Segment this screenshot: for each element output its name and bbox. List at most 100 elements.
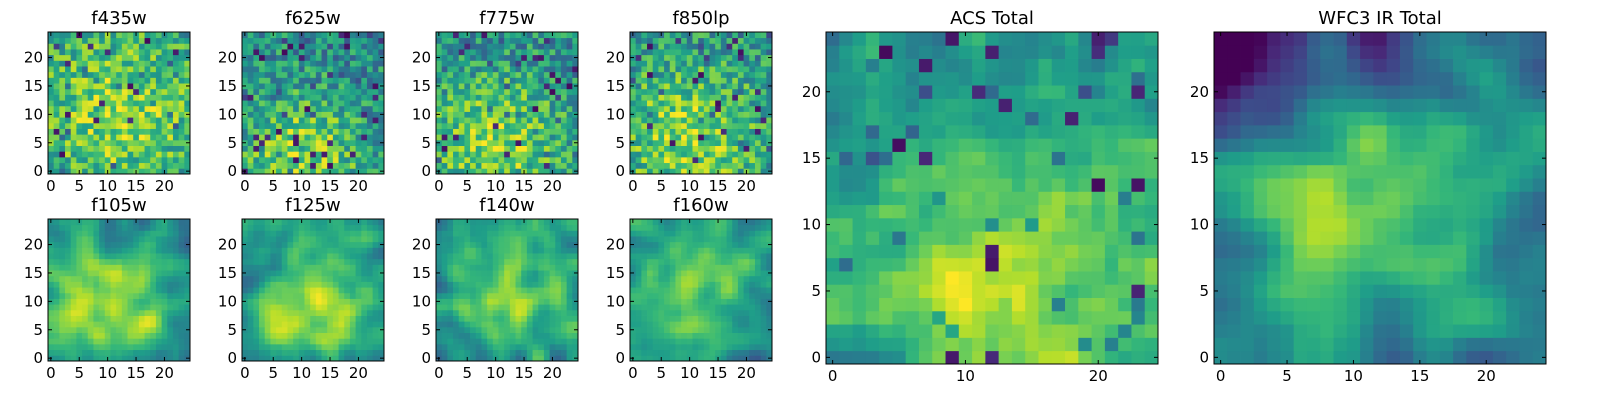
heatmap-cell (162, 225, 168, 231)
heatmap-cell (139, 94, 145, 100)
heatmap-cell (510, 94, 516, 100)
heatmap-cell (527, 168, 533, 174)
heatmap-cell (299, 60, 305, 66)
heatmap-cell (727, 168, 733, 174)
heatmap-cell (128, 293, 134, 299)
heatmap-cell (698, 276, 704, 282)
heatmap-cell (498, 242, 504, 248)
heatmap-cell (356, 163, 362, 169)
heatmap-cell (367, 43, 373, 49)
heatmap-cell (704, 310, 710, 316)
heatmap-cell (675, 83, 681, 89)
heatmap-cell (687, 299, 693, 305)
heatmap-cell (373, 299, 379, 305)
heatmap-cell (333, 310, 339, 316)
heatmap-cell (687, 338, 693, 344)
heatmap-cell (322, 89, 328, 95)
heatmap-cell (704, 43, 710, 49)
heatmap-cell (732, 129, 738, 135)
heatmap-cell (105, 350, 111, 356)
heatmap-cell (544, 43, 550, 49)
heatmap-cell (732, 350, 738, 356)
heatmap-cell (150, 259, 156, 265)
heatmap-cell (105, 106, 111, 112)
heatmap-cell (184, 163, 190, 169)
heatmap-cell (744, 89, 750, 95)
heatmap-cell (521, 151, 527, 157)
heatmap-cell (71, 236, 77, 242)
heatmap-cell (139, 264, 145, 270)
heatmap-cell (544, 333, 550, 339)
heatmap-cell (179, 89, 185, 95)
heatmap-cell (561, 321, 567, 327)
heatmap-cell (715, 310, 721, 316)
heatmap-cell (681, 316, 687, 322)
heatmap-cell (162, 230, 168, 236)
heatmap-cell (755, 66, 761, 72)
heatmap-cell (133, 66, 139, 72)
heatmap-cell (681, 281, 687, 287)
heatmap-cell (270, 140, 276, 146)
heatmap-cell (521, 123, 527, 129)
heatmap-cell (664, 123, 670, 129)
heatmap-cell (555, 32, 561, 38)
heatmap-cell (253, 338, 259, 344)
heatmap-cell (361, 168, 367, 174)
heatmap-cell (572, 72, 578, 78)
heatmap-cell (561, 157, 567, 163)
heatmap-cell (293, 43, 299, 49)
heatmap-cell (82, 168, 88, 174)
heatmap-cell (447, 106, 453, 112)
heatmap-cell (48, 264, 54, 270)
heatmap-cell (561, 117, 567, 123)
heatmap-cell (436, 89, 442, 95)
heatmap-cell (567, 72, 573, 78)
heatmap-cell (145, 270, 151, 276)
heatmap-cell (105, 112, 111, 118)
heatmap-cell (356, 281, 362, 287)
heatmap-cell (59, 299, 65, 305)
heatmap-cell (344, 321, 350, 327)
heatmap-cell (498, 276, 504, 282)
heatmap-cell (447, 350, 453, 356)
heatmap-cell (476, 242, 482, 248)
heatmap-cell (550, 304, 556, 310)
heatmap-cell (481, 146, 487, 152)
heatmap-cell (738, 350, 744, 356)
heatmap-cell (550, 89, 556, 95)
heatmap-cell (116, 89, 122, 95)
heatmap-cell (282, 253, 288, 259)
heatmap-cell (350, 157, 356, 163)
heatmap-cell (184, 157, 190, 163)
heatmap-cell (727, 83, 733, 89)
heatmap-cell (658, 66, 664, 72)
heatmap-cell (550, 140, 556, 146)
heatmap-cell (110, 259, 116, 265)
heatmap-cell (270, 276, 276, 282)
heatmap-cell (647, 106, 653, 112)
heatmap-cell (167, 157, 173, 163)
heatmap-cell (561, 43, 567, 49)
heatmap-cell (122, 43, 128, 49)
heatmap-cell (664, 355, 670, 361)
heatmap-cell (59, 49, 65, 55)
heatmap-cell (498, 32, 504, 38)
heatmap-cell (82, 327, 88, 333)
heatmap-cell (710, 146, 716, 152)
heatmap-cell (453, 253, 459, 259)
heatmap-cell (59, 293, 65, 299)
heatmap-cell (442, 321, 448, 327)
heatmap-cell (259, 219, 265, 225)
heatmap-cell (476, 281, 482, 287)
heatmap-cell (692, 83, 698, 89)
heatmap-cell (361, 225, 367, 231)
heatmap-cell (567, 344, 573, 350)
heatmap-cell (378, 60, 384, 66)
heatmap-cell (658, 55, 664, 61)
heatmap-cell (738, 38, 744, 44)
heatmap-cell (110, 247, 116, 253)
heatmap-cell (287, 310, 293, 316)
heatmap-cell (65, 299, 71, 305)
y-tick-label: 20 (24, 236, 43, 254)
heatmap-cell (282, 83, 288, 89)
